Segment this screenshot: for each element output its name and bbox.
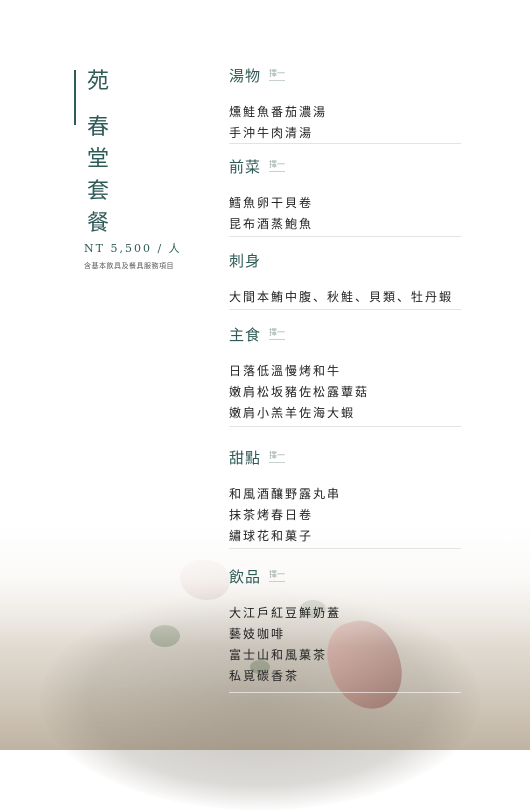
section-dessert: 甜點 擇一 和風酒釀野露丸串 抹茶烤春日卷 繡球花和菓子 xyxy=(229,446,461,547)
menu-item: 抹茶烤春日卷 xyxy=(229,508,314,522)
title-char: 堂 xyxy=(86,147,111,172)
section-title: 甜點 xyxy=(229,448,262,467)
menu-item: 繡球花和菓子 xyxy=(229,529,314,543)
menu-item: 大間本鮪中腹、秋鮭、貝類、牡丹蝦 xyxy=(229,290,454,304)
choice-tag: 擇一 xyxy=(269,328,286,340)
menu-item: 嫩肩小羔羊佐海大蝦 xyxy=(229,406,356,420)
section-title: 前菜 xyxy=(229,157,262,176)
menu-item: 嫩肩松坂豬佐松露蕈菇 xyxy=(229,385,370,399)
service-note: 含基本飲具及餐具服務項目 xyxy=(84,262,174,270)
title-char: 苑 xyxy=(86,69,111,94)
title-char: 春 xyxy=(86,115,111,140)
menu-item: 手沖牛肉清湯 xyxy=(229,126,314,140)
divider xyxy=(229,236,461,237)
section-soup: 湯物 擇一 燻鮭魚番茄濃湯 手沖牛肉清湯 xyxy=(229,64,461,144)
divider xyxy=(229,143,461,144)
title-accent-bar xyxy=(74,70,76,125)
menu-title: 苑 春 堂 套 餐 xyxy=(84,66,114,240)
choice-tag: 擇一 xyxy=(269,570,286,582)
choice-tag: 擇一 xyxy=(269,160,286,172)
section-title: 飲品 xyxy=(229,567,262,586)
menu-item: 燻鮭魚番茄濃湯 xyxy=(229,105,328,119)
choice-tag: 擇一 xyxy=(269,451,286,463)
section-title: 主食 xyxy=(229,325,262,344)
menu-item: 日落低溫慢烤和牛 xyxy=(229,364,342,378)
menu-item: 大江戶紅豆鮮奶蓋 xyxy=(229,606,342,620)
menu-item: 富士山和風菓茶 xyxy=(229,648,328,662)
menu-item: 鱈魚卵干貝卷 xyxy=(229,196,314,210)
section-title: 刺身 xyxy=(229,251,262,270)
price: NT 5,500 / 人 xyxy=(84,242,182,255)
section-main: 主食 擇一 日落低溫慢烤和牛 嫩肩松坂豬佐松露蕈菇 嫩肩小羔羊佐海大蝦 xyxy=(229,323,461,424)
menu-item: 藝妓咖啡 xyxy=(229,627,286,641)
choice-tag: 擇一 xyxy=(269,69,286,81)
divider xyxy=(229,309,461,310)
photo-fade xyxy=(0,520,530,750)
menu-item: 昆布酒蒸鮑魚 xyxy=(229,217,314,231)
title-char: 餐 xyxy=(86,211,111,236)
menu-item: 私覓碳香茶 xyxy=(229,669,300,683)
menu-item: 和風酒釀野露丸串 xyxy=(229,487,342,501)
divider xyxy=(229,692,461,693)
section-sashimi: 刺身 大間本鮪中腹、秋鮭、貝類、牡丹蝦 xyxy=(229,249,461,308)
divider xyxy=(229,548,461,549)
section-appetizer: 前菜 擇一 鱈魚卵干貝卷 昆布酒蒸鮑魚 xyxy=(229,155,461,235)
section-drinks: 飲品 擇一 大江戶紅豆鮮奶蓋 藝妓咖啡 富士山和風菓茶 私覓碳香茶 xyxy=(229,565,461,687)
section-title: 湯物 xyxy=(229,66,262,85)
divider xyxy=(229,426,461,427)
title-char: 套 xyxy=(86,179,111,204)
